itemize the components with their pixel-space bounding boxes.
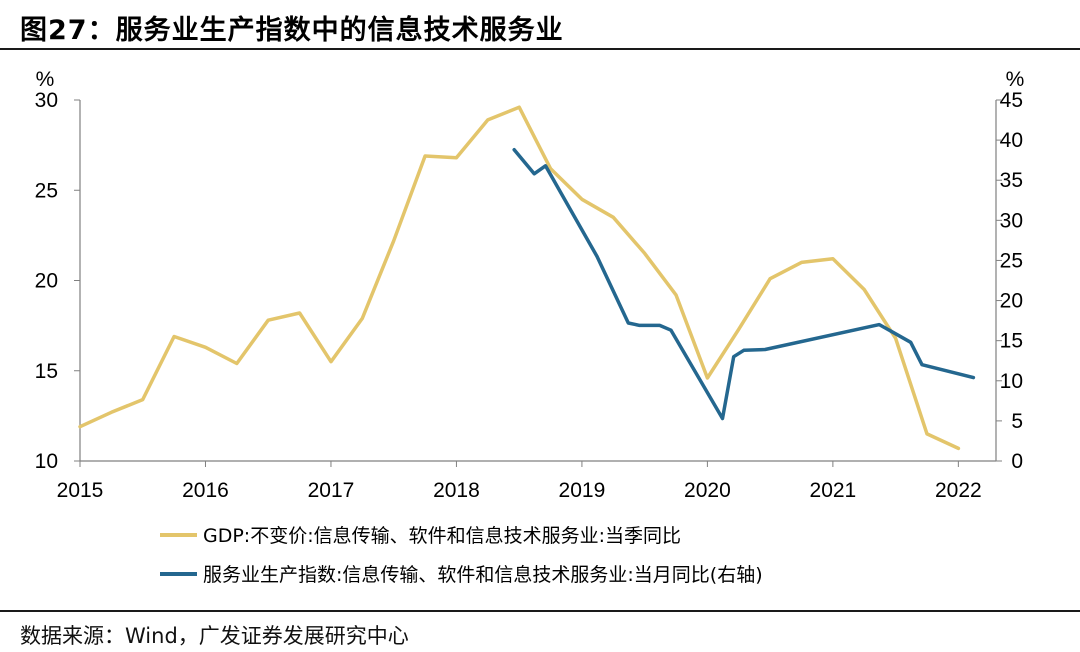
x-tick-label: 2017: [308, 479, 355, 502]
right-tick-label: 10: [1000, 370, 1023, 393]
x-tick-label: 2022: [935, 479, 982, 502]
left-tick-label: 15: [35, 360, 58, 383]
right-tick-label: 35: [1000, 169, 1023, 192]
series-line-gdp: [78, 105, 961, 451]
x-tick-label: 2016: [182, 479, 229, 502]
legend-label-index: 服务业生产指数:信息传输、软件和信息技术服务业:当月同比(右轴): [203, 564, 763, 586]
right-tick-label: 0: [1011, 450, 1023, 473]
x-tick-label: 2018: [433, 479, 480, 502]
x-tick-label: 2019: [559, 479, 606, 502]
series-lines: [78, 105, 976, 451]
right-tick-label: 15: [1000, 330, 1023, 353]
x-tick-label: 2015: [57, 479, 104, 502]
left-tick-label: 30: [35, 89, 58, 112]
source-note: 数据来源：Wind，广发证券发展研究中心: [20, 624, 409, 648]
legend-label-gdp: GDP:不变价:信息传输、软件和信息技术服务业:当季同比: [203, 525, 681, 547]
right-axis-ticks: 0 5 10 15 20 25 30 35 40 45: [1000, 89, 1023, 473]
left-axis-ticks: 10 15 20 25 30: [35, 89, 58, 473]
left-tick-label: 25: [35, 179, 58, 202]
left-axis-unit-label: %: [36, 68, 55, 91]
left-tick-label: 10: [35, 450, 58, 473]
top-rule: [0, 48, 1080, 50]
right-tick-label: 25: [1000, 249, 1023, 272]
right-axis-unit-label: %: [1006, 68, 1025, 91]
legend: GDP:不变价:信息传输、软件和信息技术服务业:当季同比 服务业生产指数:信息传…: [160, 525, 763, 586]
right-tick-label: 45: [1000, 89, 1023, 112]
right-tick-label: 5: [1011, 410, 1023, 433]
right-tick-label: 30: [1000, 209, 1023, 232]
axes: [74, 99, 1002, 467]
series-line-index: [512, 147, 976, 421]
chart-title: 图27：服务业生产指数中的信息技术服务业: [20, 15, 564, 46]
right-tick-label: 40: [1000, 129, 1023, 152]
right-tick-label: 20: [1000, 290, 1023, 313]
x-tick-label: 2020: [684, 479, 731, 502]
left-tick-label: 20: [35, 270, 58, 293]
x-axis-ticks: 2015 2016 2017 2018 2019 2020 2021 2022: [57, 479, 982, 502]
x-tick-label: 2021: [810, 479, 857, 502]
bottom-rule: [0, 610, 1080, 612]
